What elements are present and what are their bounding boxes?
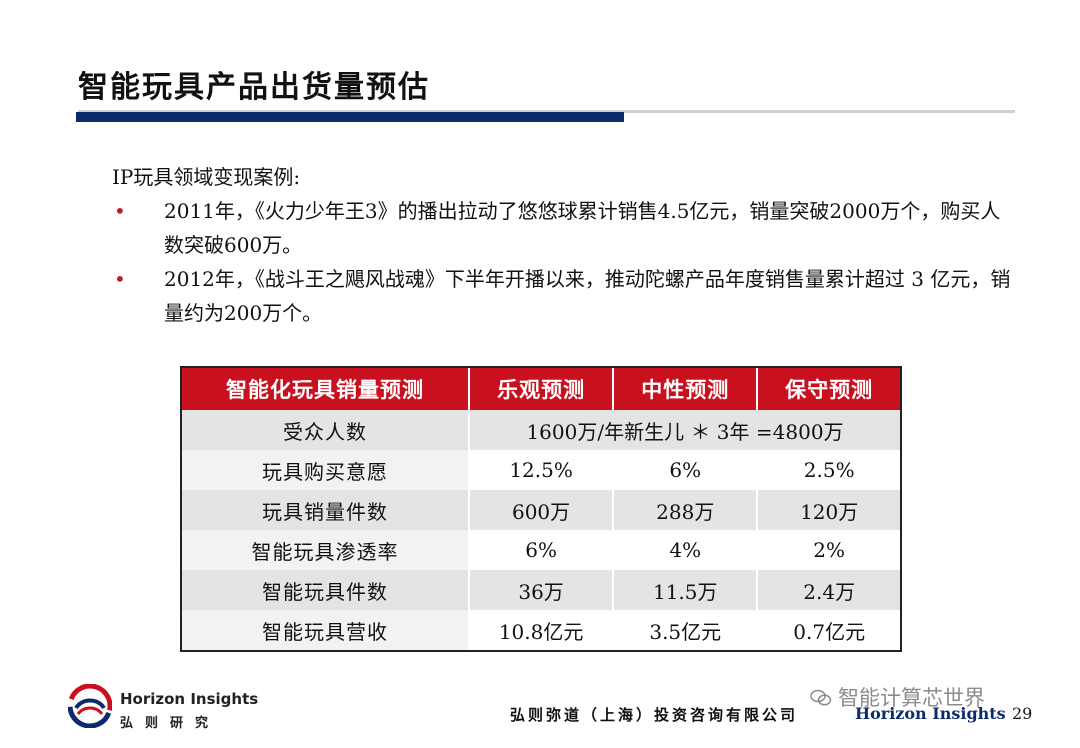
table-cell: 600万 [469,490,615,530]
intro-line: IP玩具领域变现案例: [112,165,301,189]
title-divider [78,110,1015,113]
table-cell: 0.7亿元 [757,610,900,650]
table-cell: 36万 [469,570,615,610]
table-row: 玩具销量件数 600万 288万 120万 [182,490,900,530]
bullet-marker: • [114,199,126,223]
table-cell: 10.8亿元 [469,610,615,650]
table-header-cell: 中性预测 [613,368,759,410]
row-label: 智能玩具营收 [182,610,470,650]
forecast-table: 智能化玩具销量预测 乐观预测 中性预测 保守预测 受众人数 1600万/年新生儿… [180,366,902,652]
table-row: 受众人数 1600万/年新生儿 ＊ 3年 =4800万 [182,410,900,450]
row-label: 玩具销量件数 [182,490,470,530]
table-cell: 288万 [613,490,759,530]
table-row: 智能玩具件数 36万 11.5万 2.4万 [182,570,900,610]
bullet-item: • 2012年，《战斗王之飓风战魂》下半年开播以来，推动陀螺产品年度销售量累计超… [112,262,1012,330]
watermark: 智能计算芯世界 [810,682,985,712]
table-cell: 6% [613,450,759,490]
table-header-cell: 乐观预测 [469,368,615,410]
title-accent-bar [76,112,624,122]
table-cell: 1600万/年新生儿 ＊ 3年 =4800万 [469,410,900,450]
watermark-text: 智能计算芯世界 [838,686,985,710]
brand-name-en: Horizon Insights [120,690,259,708]
page-title: 智能玩具产品出货量预估 [78,70,430,105]
table-cell: 4% [613,530,759,570]
horizon-logo-icon [68,684,112,728]
table-header-cell: 保守预测 [757,368,900,410]
table-header-cell: 智能化玩具销量预测 [182,368,470,410]
row-label: 智能玩具渗透率 [182,530,470,570]
table-cell: 11.5万 [613,570,759,610]
wechat-icon [810,689,832,706]
bullet-item: • 2011年，《火力少年王3》的播出拉动了悠悠球累计销售4.5亿元，销量突破2… [112,194,1012,262]
table-cell: 6% [469,530,615,570]
bullet-text: 2011年，《火力少年王3》的播出拉动了悠悠球累计销售4.5亿元，销量突破200… [164,199,1001,257]
table-cell: 2.5% [757,450,900,490]
table-row: 智能玩具营收 10.8亿元 3.5亿元 0.7亿元 [182,610,900,650]
row-label: 玩具购买意愿 [182,450,470,490]
table-header-row: 智能化玩具销量预测 乐观预测 中性预测 保守预测 [182,368,900,410]
row-label: 受众人数 [182,410,470,450]
table-row: 玩具购买意愿 12.5% 6% 2.5% [182,450,900,490]
table-cell: 2.4万 [757,570,900,610]
table-row: 智能玩具渗透率 6% 4% 2% [182,530,900,570]
brand-name-footer: Horizon Insights [855,704,1006,723]
bullet-list: • 2011年，《火力少年王3》的播出拉动了悠悠球累计销售4.5亿元，销量突破2… [112,194,1012,330]
table-cell: 12.5% [469,450,615,490]
bullet-marker: • [114,267,126,291]
row-label: 智能玩具件数 [182,570,470,610]
bullet-text: 2012年，《战斗王之飓风战魂》下半年开播以来，推动陀螺产品年度销售量累计超过 … [164,267,1011,325]
table-cell: 120万 [757,490,900,530]
brand-name-cn: 弘则研究 [120,716,221,731]
page-number: 29 [1012,704,1033,723]
footer: Horizon Insights 弘则研究 弘则弥道（上海）投资咨询有限公司 H… [0,680,1080,748]
table-cell: 2% [757,530,900,570]
table-cell: 3.5亿元 [613,610,759,650]
company-name: 弘则弥道（上海）投资咨询有限公司 [510,706,799,724]
body-text: IP玩具领域变现案例: • 2011年，《火力少年王3》的播出拉动了悠悠球累计销… [112,160,1012,330]
